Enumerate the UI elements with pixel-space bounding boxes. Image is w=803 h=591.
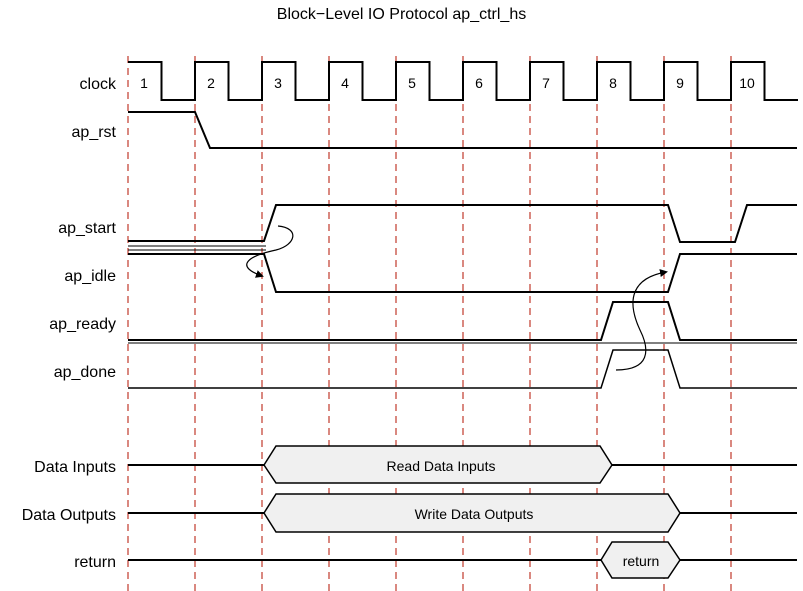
cycle-label-7: 7 [542,75,550,91]
cycle-label-6: 6 [475,75,483,91]
signal-label-ap-ready: ap_ready [49,316,116,333]
cycle-label-3: 3 [274,75,282,91]
return-value-bus [600,541,681,579]
read-data-inputs-label: Read Data Inputs [387,458,496,474]
cycle-label-2: 2 [207,75,215,91]
signal-label-return: return [74,554,116,571]
return-value-label: return [623,553,660,569]
signal-label-ap-idle: ap_idle [64,268,116,285]
done-to-idle-arrow [615,269,668,371]
ap-start-waveform [128,204,797,243]
cycle-label-4: 4 [341,75,349,91]
clock-waveform [128,61,798,101]
ap-ready-waveform [128,301,797,341]
cycle-label-8: 8 [609,75,617,91]
cycle-number-labels: 1 2 3 4 5 6 7 8 9 10 [140,75,755,91]
write-data-outputs-bus [263,493,681,533]
signal-label-data-inputs: Data Inputs [34,459,116,476]
cycle-label-1: 1 [140,75,148,91]
write-data-outputs-label: Write Data Outputs [415,506,534,522]
signal-label-clock: clock [80,76,117,93]
ap-done-waveform [128,349,797,389]
cycle-label-10: 10 [739,75,755,91]
ap-idle-waveform [128,253,797,293]
cycle-label-5: 5 [408,75,416,91]
read-data-inputs-bus [263,445,613,484]
diagram-title: Block−Level IO Protocol ap_ctrl_hs [276,6,527,23]
signal-label-ap-rst: ap_rst [72,124,117,141]
signal-label-data-outputs: Data Outputs [22,507,116,524]
cycle-label-9: 9 [676,75,684,91]
signal-label-ap-done: ap_done [54,364,116,381]
signal-label-ap-start: ap_start [58,220,116,237]
ap-rst-waveform [128,111,797,149]
start-to-idle-arrow [246,225,294,278]
